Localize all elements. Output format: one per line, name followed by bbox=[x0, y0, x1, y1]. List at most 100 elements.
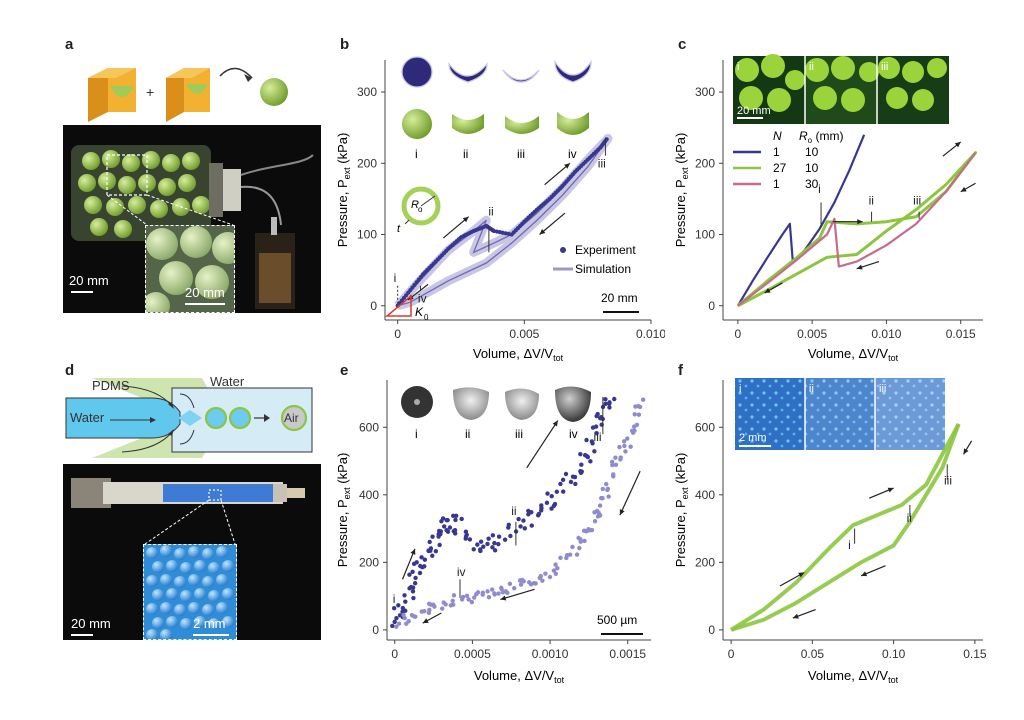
unloading-point bbox=[440, 606, 445, 611]
loading-point bbox=[441, 524, 447, 529]
unloading-point bbox=[611, 474, 616, 479]
loading-point bbox=[563, 471, 569, 477]
bottle-inset-zoom bbox=[145, 225, 235, 313]
arrow-e-3 bbox=[619, 470, 641, 516]
arrow-e-1 bbox=[401, 548, 416, 580]
ytick-label-b: 200 bbox=[357, 156, 377, 170]
loading-point bbox=[390, 623, 395, 629]
k0-label: K bbox=[415, 305, 424, 319]
xtick-label-c: 0 bbox=[735, 327, 742, 341]
loading-point bbox=[437, 530, 443, 535]
legend-c-r: 10 bbox=[805, 161, 819, 175]
loading-point bbox=[549, 493, 554, 499]
legend-c-r: 10 bbox=[805, 145, 819, 159]
legend-c-n: 27 bbox=[773, 161, 787, 175]
mold-half-1-icon bbox=[88, 68, 136, 122]
loading-point bbox=[392, 619, 397, 625]
xtick-label-e: 0.0010 bbox=[532, 647, 569, 661]
microfluidic-diagram: PDMS Water Water Air bbox=[65, 374, 313, 458]
ytick-label-c: 300 bbox=[695, 85, 715, 99]
xtick-label-b: 0 bbox=[394, 327, 401, 341]
loading-point bbox=[496, 534, 502, 539]
unloading-point bbox=[517, 578, 523, 583]
unloading-point bbox=[600, 486, 605, 492]
shape-label-e-i: i bbox=[415, 427, 418, 441]
unloading-point bbox=[426, 601, 432, 606]
loading-point bbox=[430, 553, 435, 558]
pdms-label: PDMS bbox=[92, 378, 130, 393]
loading-point bbox=[593, 424, 599, 429]
curved-arrow-icon bbox=[219, 67, 253, 79]
loading-point bbox=[463, 534, 469, 539]
axis-frame-f bbox=[722, 380, 983, 641]
xtick-label-f: 0 bbox=[728, 647, 735, 661]
shape-label-b-iv: iv bbox=[568, 147, 577, 161]
unloading-point bbox=[464, 593, 470, 598]
axis-frame-c bbox=[722, 60, 983, 321]
arrow-f-1-head bbox=[798, 572, 805, 578]
unloading-point bbox=[592, 519, 598, 524]
panel-label-c: c bbox=[678, 36, 687, 53]
arrow-e-2 bbox=[526, 420, 559, 469]
unloading-point bbox=[486, 595, 492, 600]
loading-point bbox=[471, 547, 476, 552]
loading-point bbox=[568, 479, 574, 485]
scalebar-d-outer-label: 20 mm bbox=[71, 616, 111, 631]
loading-point bbox=[589, 439, 595, 444]
loading-point bbox=[518, 524, 523, 529]
unloading-point bbox=[409, 612, 415, 618]
loading-point bbox=[558, 481, 563, 487]
ylabel-c: Pressure, Pext (kPa) bbox=[673, 133, 690, 248]
arrow-c-4-head bbox=[856, 264, 863, 270]
arrow-e-1-head bbox=[410, 548, 416, 555]
unloading-point bbox=[637, 404, 643, 410]
unloading-point bbox=[537, 575, 542, 581]
unloading-point bbox=[605, 487, 610, 493]
xtick-label-f: 0.05 bbox=[801, 647, 825, 661]
xtick-label-c: 0.010 bbox=[871, 327, 901, 341]
scalebar-f-label: 2 mm bbox=[739, 432, 767, 444]
shell-shape-icons-b bbox=[402, 109, 589, 139]
loading-point bbox=[463, 529, 469, 534]
ro-sub: o bbox=[418, 205, 423, 214]
arrow-f-2-head bbox=[887, 487, 894, 493]
inset-images-c bbox=[733, 54, 949, 124]
arrow-f-3-head bbox=[963, 448, 969, 455]
ylabel-e: Pressure, Pext (kPa) bbox=[335, 453, 352, 568]
unloading-point bbox=[587, 528, 592, 533]
unloading-point bbox=[547, 574, 553, 580]
ytick-label-b: 300 bbox=[357, 85, 377, 99]
panel-label-b: b bbox=[340, 36, 350, 53]
loading-point bbox=[561, 489, 566, 494]
unloading-point bbox=[603, 481, 609, 487]
unloading-point bbox=[630, 430, 636, 435]
point-label-b-iii: iii bbox=[598, 157, 606, 171]
loading-point bbox=[603, 401, 608, 407]
shell-sphere-icon bbox=[260, 78, 288, 106]
unloading-point bbox=[507, 581, 513, 587]
loading-point bbox=[521, 518, 526, 523]
loading-point bbox=[508, 533, 513, 539]
scalebar-b-label: 20 mm bbox=[601, 291, 638, 305]
shape-label-b-i: i bbox=[415, 147, 418, 161]
point-label-e-iv: iv bbox=[457, 565, 466, 579]
loading-point bbox=[412, 580, 418, 586]
axis-frame-e bbox=[386, 380, 651, 641]
image-label-c-iii: iii bbox=[881, 61, 888, 73]
legend-c-r: 30 bbox=[805, 177, 819, 191]
unloading-point bbox=[551, 568, 557, 573]
unloading-point bbox=[623, 449, 628, 454]
loading-point bbox=[407, 586, 412, 591]
water-top-label: Water bbox=[210, 374, 245, 389]
point-label-e-ii: ii bbox=[511, 504, 516, 518]
xtick-label-c: 0.015 bbox=[946, 327, 976, 341]
unloading-point bbox=[633, 404, 638, 409]
mold-half-2-icon bbox=[166, 68, 210, 122]
unloading-point bbox=[396, 621, 402, 626]
loading-point bbox=[451, 513, 456, 519]
unloading-point bbox=[558, 555, 563, 561]
xlabel-c: Volume, ΔV/Vtot bbox=[808, 346, 899, 363]
unloading-point bbox=[617, 444, 622, 450]
